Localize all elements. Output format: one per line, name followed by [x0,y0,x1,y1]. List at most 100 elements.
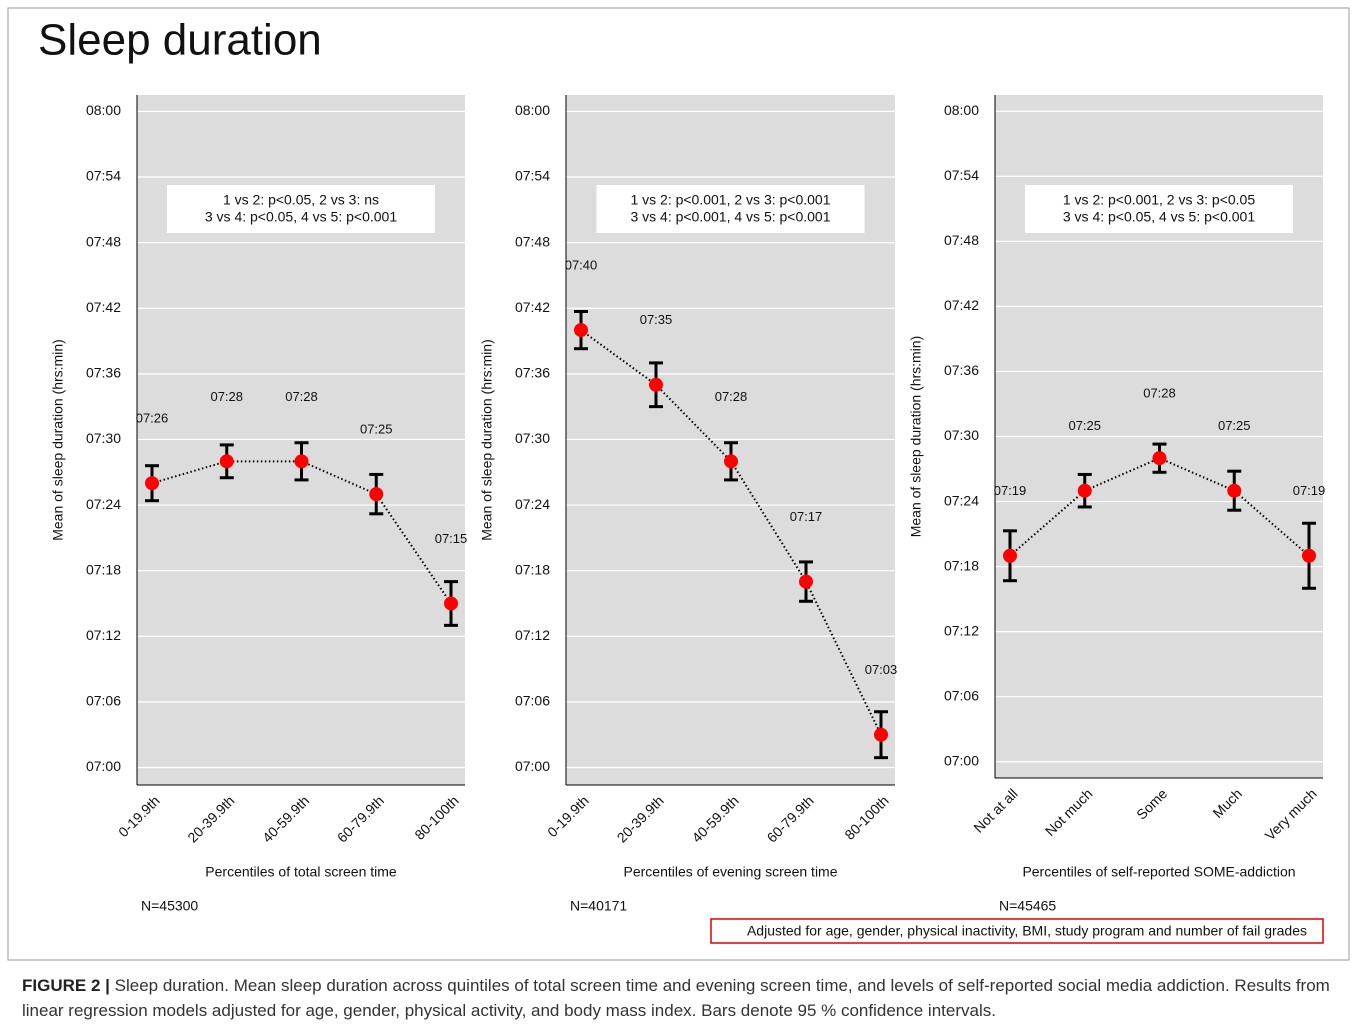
y-tick-label: 07:18 [944,557,979,573]
x-tick-label: 80-100th [411,792,461,842]
caption-text: Sleep duration. Mean sleep duration acro… [22,976,1330,1020]
y-tick-label: 07:54 [86,168,121,184]
n-label: N=40171 [570,898,627,914]
annotation: 1 vs 2: p<0.001, 2 vs 3: p<0.05 [1063,192,1255,208]
y-tick-label: 07:18 [86,561,121,577]
value-label: 07:17 [790,509,823,524]
annotation: 1 vs 2: p<0.001, 2 vs 3: p<0.001 [630,192,830,208]
x-tick-label: Much [1209,785,1245,821]
x-axis-label: Percentiles of self-reported SOME-addict… [1022,864,1295,880]
x-tick-label: 20-39.9th [614,792,667,845]
y-axis-label: Mean of sleep duration (hrs:min) [908,336,924,538]
y-tick-label: 07:36 [86,365,121,381]
y-tick-label: 07:12 [944,622,979,638]
annotation-box [596,185,865,233]
caption-label: FIGURE 2 | [22,976,110,995]
y-tick-label: 08:00 [515,102,550,118]
y-tick-label: 07:06 [515,693,550,709]
point [444,596,458,611]
value-label: 07:35 [640,312,673,327]
point [724,454,738,469]
y-tick-label: 07:36 [944,362,979,378]
x-tick-label: Very much [1262,785,1320,843]
note-box [710,918,1324,944]
point [145,476,159,491]
frame [7,7,1350,961]
y-tick-label: 07:00 [515,758,550,774]
x-axis-label: Percentiles of total screen time [205,864,397,880]
x-tick-label: 0-19.9th [544,792,592,840]
y-tick-label: 07:54 [944,167,979,183]
x-tick-label: 60-79.9th [334,792,387,845]
point [294,454,309,469]
point [1077,483,1092,498]
y-tick-label: 07:48 [515,233,550,249]
x-tick-label: Not much [1042,785,1096,839]
value-label: 07:25 [1068,418,1101,433]
value-label: 07:40 [565,258,598,273]
x-tick-label: 80-100th [841,792,891,842]
y-tick-label: 07:42 [86,299,121,315]
y-tick-label: 08:00 [944,102,979,118]
annotation-box [167,185,435,233]
annotation: 1 vs 2: p<0.05, 2 vs 3: ns [223,192,379,208]
note: Adjusted for age, gender, physical inact… [747,923,1307,939]
y-tick-label: 07:12 [515,627,550,643]
y-tick-label: 07:06 [86,693,121,709]
y-tick-label: 07:30 [944,427,979,443]
point [874,727,888,742]
annotation: 3 vs 4: p<0.05, 4 vs 5: p<0.001 [205,209,397,225]
y-tick-label: 07:12 [86,627,121,643]
y-tick-label: 07:06 [944,687,979,703]
n-label: N=45300 [141,898,198,914]
annotation: 3 vs 4: p<0.001, 4 vs 5: p<0.001 [630,209,830,225]
figure-title: Sleep duration [38,16,322,65]
y-tick-label: 08:00 [86,102,121,118]
y-tick-label: 07:24 [86,496,121,512]
point [799,574,813,589]
x-tick-label: 0-19.9th [115,792,163,840]
y-tick-label: 07:42 [515,299,550,315]
y-tick-label: 07:00 [86,758,121,774]
x-tick-label: 60-79.9th [764,792,817,845]
value-label: 07:25 [1218,418,1251,433]
annotation: 3 vs 4: p<0.05, 4 vs 5: p<0.001 [1063,209,1255,225]
caption: FIGURE 2 | Sleep duration. Mean sleep du… [22,973,1332,1023]
value-label: 07:26 [136,411,169,426]
y-axis-label: Mean of sleep duration (hrs:min) [50,339,66,541]
point [1152,451,1167,466]
point [1302,548,1316,563]
y-tick-label: 07:42 [944,297,979,313]
x-tick-label: 20-39.9th [184,792,237,845]
value-label: 07:03 [865,662,898,677]
value-label: 07:19 [994,483,1027,498]
y-axis-label: Mean of sleep duration (hrs:min) [479,339,495,541]
value-label: 07:28 [1143,386,1176,401]
x-tick-label: Not at all [970,785,1020,835]
point [1227,483,1242,498]
x-tick-label: Some [1133,785,1170,822]
y-tick-label: 07:24 [944,492,979,508]
annotation-box [1025,185,1293,233]
point [574,323,588,338]
y-tick-label: 07:00 [944,752,979,768]
y-tick-label: 07:18 [515,561,550,577]
n-label: N=45465 [999,898,1056,914]
value-label: 07:28 [210,389,243,404]
y-tick-label: 07:48 [944,232,979,248]
point [1003,548,1017,563]
point [219,454,234,469]
x-axis-label: Percentiles of evening screen time [624,864,838,880]
value-label: 07:19 [1293,483,1326,498]
value-label: 07:28 [715,389,748,404]
x-tick-label: 40-59.9th [259,792,312,845]
y-tick-label: 07:36 [515,365,550,381]
x-tick-label: 40-59.9th [689,792,742,845]
y-tick-label: 07:24 [515,496,550,512]
point [369,487,384,502]
value-label: 07:15 [435,531,468,546]
figure: Sleep duration Adjusted for age, gender,… [7,7,1350,961]
point [649,377,663,392]
y-tick-label: 07:30 [86,430,121,446]
